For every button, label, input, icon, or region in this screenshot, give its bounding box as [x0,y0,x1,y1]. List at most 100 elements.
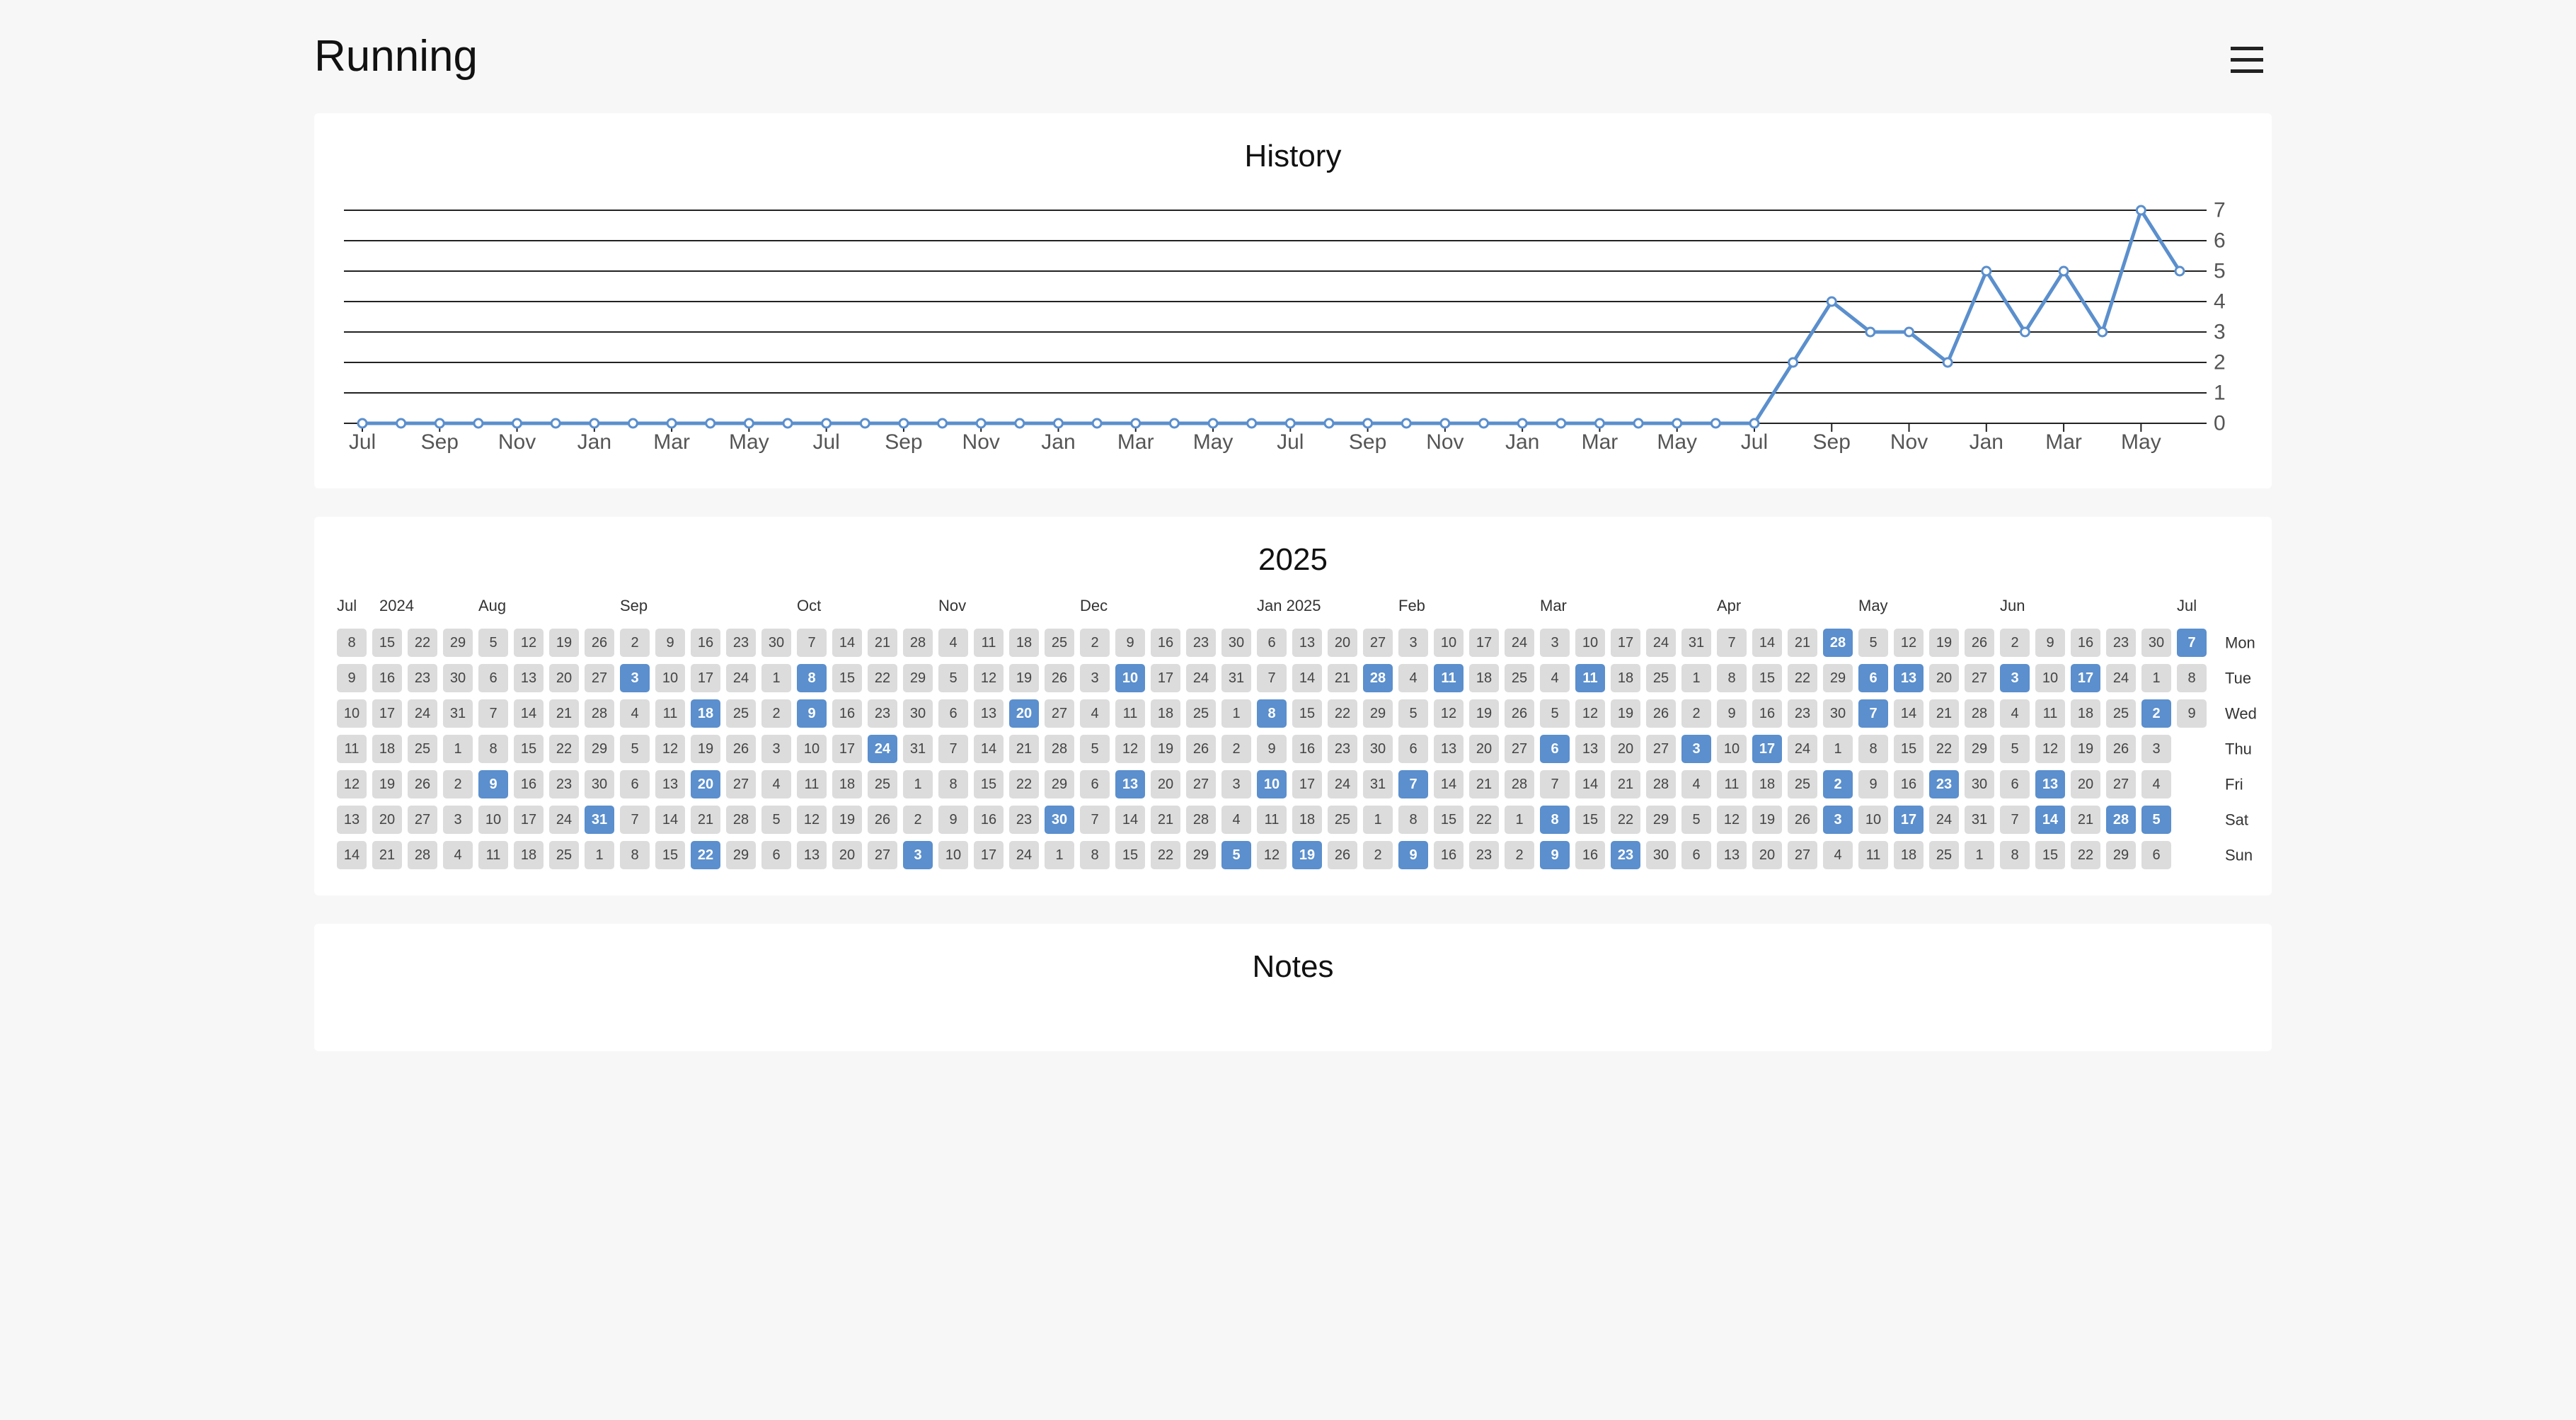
calendar-day-cell[interactable]: 6 [2141,841,2171,869]
data-point[interactable] [1942,357,1953,368]
calendar-day-cell[interactable]: 13 [2035,770,2065,798]
calendar-day-cell[interactable]: 17 [1611,629,1640,657]
calendar-day-cell[interactable]: 21 [1929,699,1959,728]
calendar-day-cell[interactable]: 2 [903,806,933,834]
calendar-day-cell[interactable]: 24 [1646,629,1676,657]
data-point[interactable] [1052,418,1064,429]
calendar-day-cell[interactable]: 22 [549,735,579,763]
calendar-day-cell[interactable]: 25 [726,699,756,728]
calendar-day-cell[interactable]: 29 [1965,735,1994,763]
calendar-day-cell[interactable]: 24 [408,699,437,728]
calendar-day-cell[interactable]: 29 [903,664,933,692]
data-point[interactable] [1710,418,1721,429]
calendar-day-cell[interactable]: 4 [2141,770,2171,798]
calendar-day-cell[interactable]: 20 [549,664,579,692]
calendar-day-cell[interactable]: 3 [2141,735,2171,763]
calendar-day-cell[interactable]: 15 [1115,841,1145,869]
calendar-day-cell[interactable]: 22 [1151,841,1180,869]
calendar-day-cell[interactable]: 3 [1398,629,1428,657]
data-point[interactable] [2174,265,2185,277]
calendar-day-cell[interactable]: 20 [832,841,862,869]
calendar-day-cell[interactable]: 19 [832,806,862,834]
calendar-day-cell[interactable]: 15 [1575,806,1605,834]
calendar-day-cell[interactable]: 12 [1434,699,1464,728]
calendar-day-cell[interactable]: 10 [1115,664,1145,692]
calendar-day-cell[interactable]: 2 [1681,699,1711,728]
calendar-day-cell[interactable]: 15 [2035,841,2065,869]
calendar-day-cell[interactable]: 9 [1257,735,1287,763]
data-point[interactable] [1672,418,1683,429]
calendar-day-cell[interactable]: 26 [1965,629,1994,657]
data-point[interactable] [2019,326,2030,338]
calendar-day-cell[interactable]: 26 [1045,664,1074,692]
calendar-day-cell[interactable]: 18 [1894,841,1924,869]
calendar-day-cell[interactable]: 19 [2071,735,2100,763]
calendar-day-cell[interactable]: 11 [1575,664,1605,692]
calendar-day-cell[interactable]: 18 [1469,664,1499,692]
calendar-day-cell[interactable]: 29 [2106,841,2136,869]
calendar-day-cell[interactable]: 19 [1292,841,1322,869]
calendar-day-cell[interactable]: 5 [2141,806,2171,834]
data-point[interactable] [1207,418,1219,429]
calendar-day-cell[interactable]: 1 [1221,699,1251,728]
calendar-day-cell[interactable]: 10 [938,841,968,869]
calendar-day-cell[interactable]: 23 [1328,735,1357,763]
calendar-day-cell[interactable]: 27 [1505,735,1534,763]
calendar-day-cell[interactable]: 10 [1257,770,1287,798]
calendar-day-cell[interactable]: 12 [2035,735,2065,763]
calendar-day-cell[interactable]: 4 [1823,841,1853,869]
calendar-day-cell[interactable]: 24 [1929,806,1959,834]
calendar-day-cell[interactable]: 14 [655,806,685,834]
data-point[interactable] [743,418,754,429]
calendar-day-cell[interactable]: 8 [1858,735,1888,763]
calendar-day-cell[interactable]: 15 [832,664,862,692]
data-point[interactable] [666,418,677,429]
calendar-day-cell[interactable]: 5 [1540,699,1570,728]
calendar-day-cell[interactable]: 20 [1469,735,1499,763]
calendar-day-cell[interactable]: 28 [1646,770,1676,798]
calendar-day-cell[interactable]: 14 [974,735,1004,763]
calendar-day-cell[interactable]: 15 [1292,699,1322,728]
calendar-day-cell[interactable]: 30 [1045,806,1074,834]
calendar-day-cell[interactable]: 7 [1398,770,1428,798]
calendar-day-cell[interactable]: 1 [1045,841,1074,869]
calendar-day-cell[interactable]: 30 [1221,629,1251,657]
calendar-day-cell[interactable]: 30 [1823,699,1853,728]
calendar-day-cell[interactable]: 2 [1221,735,1251,763]
calendar-day-cell[interactable]: 11 [1434,664,1464,692]
calendar-day-cell[interactable]: 28 [1045,735,1074,763]
calendar-day-cell[interactable]: 25 [1788,770,1817,798]
calendar-day-cell[interactable]: 30 [585,770,614,798]
calendar-day-cell[interactable]: 22 [1469,806,1499,834]
calendar-day-cell[interactable]: 16 [1752,699,1782,728]
calendar-day-cell[interactable]: 5 [478,629,508,657]
calendar-day-cell[interactable]: 13 [1434,735,1464,763]
calendar-day-cell[interactable]: 24 [1009,841,1039,869]
calendar-day-cell[interactable]: 16 [832,699,862,728]
calendar-day-cell[interactable]: 22 [1009,770,1039,798]
calendar-day-cell[interactable]: 23 [2106,629,2136,657]
calendar-day-cell[interactable]: 25 [1646,664,1676,692]
calendar-day-cell[interactable]: 10 [478,806,508,834]
calendar-day-cell[interactable]: 19 [1611,699,1640,728]
calendar-day-cell[interactable]: 22 [868,664,897,692]
calendar-day-cell[interactable]: 31 [1221,664,1251,692]
calendar-day-cell[interactable]: 28 [585,699,614,728]
calendar-day-cell[interactable]: 24 [1788,735,1817,763]
calendar-day-cell[interactable]: 4 [443,841,473,869]
calendar-day-cell[interactable]: 25 [2106,699,2136,728]
calendar-day-cell[interactable]: 27 [408,806,437,834]
calendar-day-cell[interactable]: 16 [1151,629,1180,657]
calendar-day-cell[interactable]: 10 [1858,806,1888,834]
calendar-day-cell[interactable]: 1 [1505,806,1534,834]
calendar-day-cell[interactable]: 21 [691,806,720,834]
calendar-day-cell[interactable]: 4 [938,629,968,657]
calendar-day-cell[interactable]: 21 [1469,770,1499,798]
calendar-day-cell[interactable]: 22 [1328,699,1357,728]
calendar-day-cell[interactable]: 23 [1009,806,1039,834]
calendar-day-cell[interactable]: 26 [408,770,437,798]
calendar-day-cell[interactable]: 25 [408,735,437,763]
calendar-day-cell[interactable]: 15 [1434,806,1464,834]
menu-button[interactable] [2222,42,2272,78]
calendar-day-cell[interactable]: 12 [655,735,685,763]
